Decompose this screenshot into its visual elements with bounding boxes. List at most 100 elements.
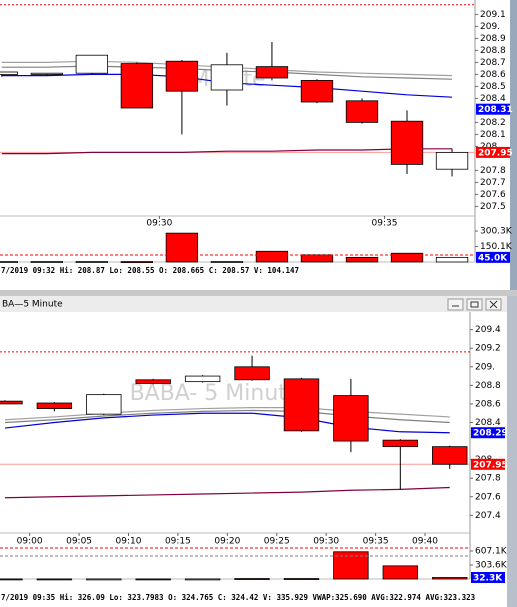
volume-tick-label: 607.1K <box>475 546 508 556</box>
volume-tag: 45.0K <box>478 253 508 263</box>
y-tick-label: 208.6 <box>480 70 506 80</box>
x-tick-label: 09:30 <box>146 219 172 229</box>
volume-bar <box>255 250 289 263</box>
candle-body <box>120 63 154 109</box>
x-tick-label: 09:10 <box>116 537 142 547</box>
icon <box>470 301 479 308</box>
status-line: 7/2019 09:35 Hi: 326.09 Lo: 323.7983 O: … <box>1 593 476 602</box>
y-tick-label: 208.4 <box>480 94 506 104</box>
volume-tag: 32.3K <box>473 574 503 584</box>
volume-bar <box>432 577 468 580</box>
volume-bar <box>0 578 23 581</box>
y-tick-label: 207.6 <box>475 492 501 502</box>
maximize-button[interactable] <box>466 298 483 311</box>
y-tick-label: 208.8 <box>480 46 506 56</box>
y-tick-label: 209.1 <box>480 10 506 20</box>
candle-body <box>0 400 23 405</box>
panel-divider <box>0 290 517 296</box>
volume-bar <box>120 261 154 263</box>
candle-body <box>390 120 424 165</box>
indicator-line <box>4 412 450 434</box>
price-tag: 207.95 <box>478 148 513 158</box>
indicator-line <box>4 407 450 421</box>
minimize-button[interactable] <box>447 298 464 311</box>
y-tick-label: 208.6 <box>475 399 501 409</box>
volume-tick-label: 303.6K <box>475 560 508 570</box>
volume-bar <box>135 578 171 581</box>
candle-body <box>75 54 109 74</box>
volume-tag-box <box>471 572 505 584</box>
candle-body <box>165 60 199 92</box>
x-tick-label: 09:05 <box>66 537 92 547</box>
volume-tag-box <box>476 251 510 263</box>
volume-bar <box>283 578 320 580</box>
x-tick-label: 09:25 <box>264 537 290 547</box>
y-tick-label: 208.1 <box>480 130 506 140</box>
title-bar <box>0 296 517 312</box>
volume-bar <box>86 578 122 581</box>
y-tick-label: 208.2 <box>480 118 506 128</box>
y-tick-label: 208.4 <box>475 418 501 428</box>
indicator-line <box>4 486 450 499</box>
volume-bar <box>390 252 424 263</box>
candle-body <box>255 66 289 79</box>
candle-body <box>435 151 469 170</box>
candle-body <box>382 439 419 448</box>
y-tick-label: 208.9 <box>480 34 506 44</box>
status-line: 7/2019 09:32 Hi: 208.87 Lo: 208.55 O: 20… <box>1 266 299 275</box>
candle-body <box>283 378 320 432</box>
x-tick-label: 09:00 <box>17 537 43 547</box>
x-tick-label: 09:15 <box>165 537 191 547</box>
window-edge <box>510 0 517 290</box>
volume-bar <box>165 232 199 263</box>
y-tick-label: 207.5 <box>480 202 506 212</box>
volume-bar <box>184 578 221 581</box>
indicator-line <box>1 148 453 155</box>
panel-title: BA—5 Minute <box>2 300 63 310</box>
x-tick-label: 09:30 <box>313 537 339 547</box>
x-tick-label: 09:35 <box>372 219 398 229</box>
candle-body <box>0 71 18 75</box>
volume-bar <box>210 261 244 263</box>
candle-body <box>333 395 369 442</box>
volume-bar <box>30 261 63 263</box>
y-tick-label: 209. <box>475 362 495 372</box>
y-tick-label: 207.7 <box>480 178 506 188</box>
candle-body <box>36 402 73 409</box>
volume-bar <box>36 578 73 581</box>
watermark: BABA- 5 Minute <box>130 381 301 406</box>
x-tick-label: 09:20 <box>214 537 240 547</box>
volume-bar <box>0 261 18 263</box>
price-tag: 208.31 <box>478 105 513 115</box>
volume-tick-label: 300.3K <box>480 227 513 237</box>
y-tick-label: 208.7 <box>480 58 506 68</box>
price-tag-box <box>471 458 505 470</box>
y-tick-label: 209. <box>480 22 500 32</box>
y-tick-label: 208.8 <box>475 381 501 391</box>
candle-body <box>86 394 122 415</box>
volume-bar <box>300 254 334 263</box>
y-tick-label: 207.8 <box>480 166 506 176</box>
volume-bar <box>234 578 270 580</box>
volume-tick-label: 150.1K <box>480 242 513 252</box>
volume-bar <box>382 565 419 580</box>
y-tick-label: 209.2 <box>475 344 501 354</box>
candle-body <box>210 64 244 91</box>
price-tag: 207.95 <box>473 460 508 470</box>
x-tick-label: 09:40 <box>412 537 438 547</box>
candle-body <box>345 100 379 123</box>
y-tick-label: 207.6 <box>480 190 506 200</box>
price-tag-box <box>471 427 505 439</box>
window-buttons[interactable] <box>447 298 502 311</box>
candle-body <box>432 446 468 465</box>
x-tick-label: 09:35 <box>363 537 389 547</box>
volume-bar <box>345 256 379 263</box>
price-tag-box <box>476 146 510 158</box>
candle-body <box>234 366 270 381</box>
volume-bar <box>435 256 469 263</box>
window-edge <box>507 296 517 607</box>
y-tick-label: 207.8 <box>475 474 501 484</box>
price-tag-box <box>476 103 510 115</box>
icon <box>489 300 498 309</box>
